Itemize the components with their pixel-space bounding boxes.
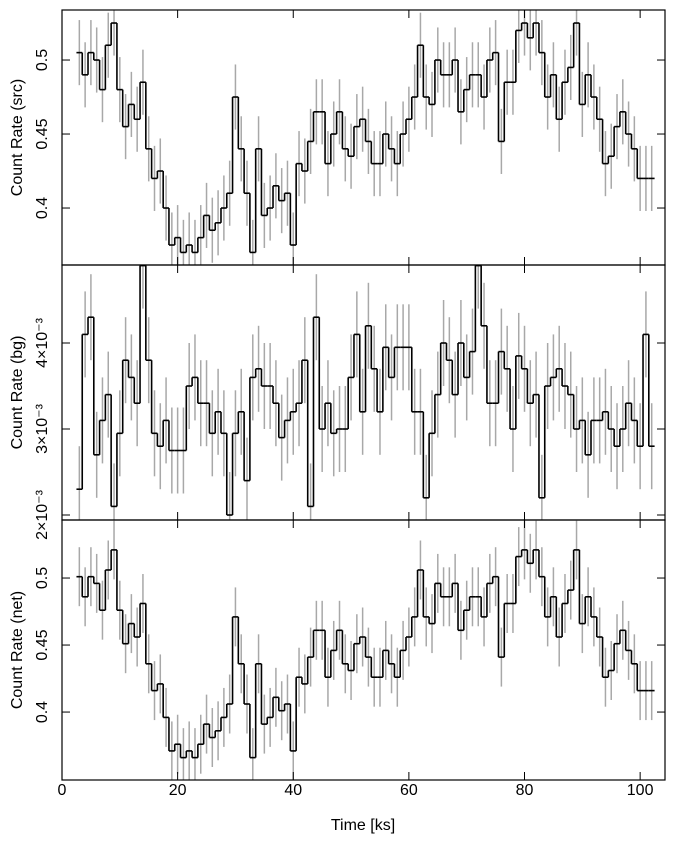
y-tick-label: 0.4 <box>34 701 51 723</box>
x-tick-label: 60 <box>400 782 418 799</box>
y-tick-label: 3×10⁻³ <box>34 403 51 453</box>
y-tick-label: 0.45 <box>34 118 51 149</box>
y-tick-label: 4×10⁻³ <box>34 317 51 367</box>
y-tick-label: 2×10⁻³ <box>34 489 51 539</box>
y-axis-label: Count Rate (bg) <box>9 336 26 450</box>
y-axis-label: Count Rate (src) <box>9 79 26 196</box>
panel-frame <box>61 9 666 266</box>
y-axis-label: Count Rate (net) <box>9 591 26 709</box>
y-tick-label: 0.5 <box>34 49 51 71</box>
x-tick-label: 20 <box>169 782 187 799</box>
panel-data <box>76 10 655 265</box>
x-tick-label: 0 <box>58 782 67 799</box>
panel-frame <box>61 264 666 521</box>
y-tick-label: 0.5 <box>34 567 51 589</box>
panel-frame <box>61 519 666 781</box>
y-tick-label: 0.45 <box>34 629 51 660</box>
x-tick-label: 40 <box>284 782 302 799</box>
x-tick-label: 80 <box>516 782 534 799</box>
x-tick-label: 100 <box>627 782 654 799</box>
x-axis-label: Time [ks] <box>331 817 395 834</box>
y-tick-label: 0.4 <box>34 197 51 219</box>
panel-data <box>76 265 655 520</box>
panel-data <box>76 520 655 780</box>
